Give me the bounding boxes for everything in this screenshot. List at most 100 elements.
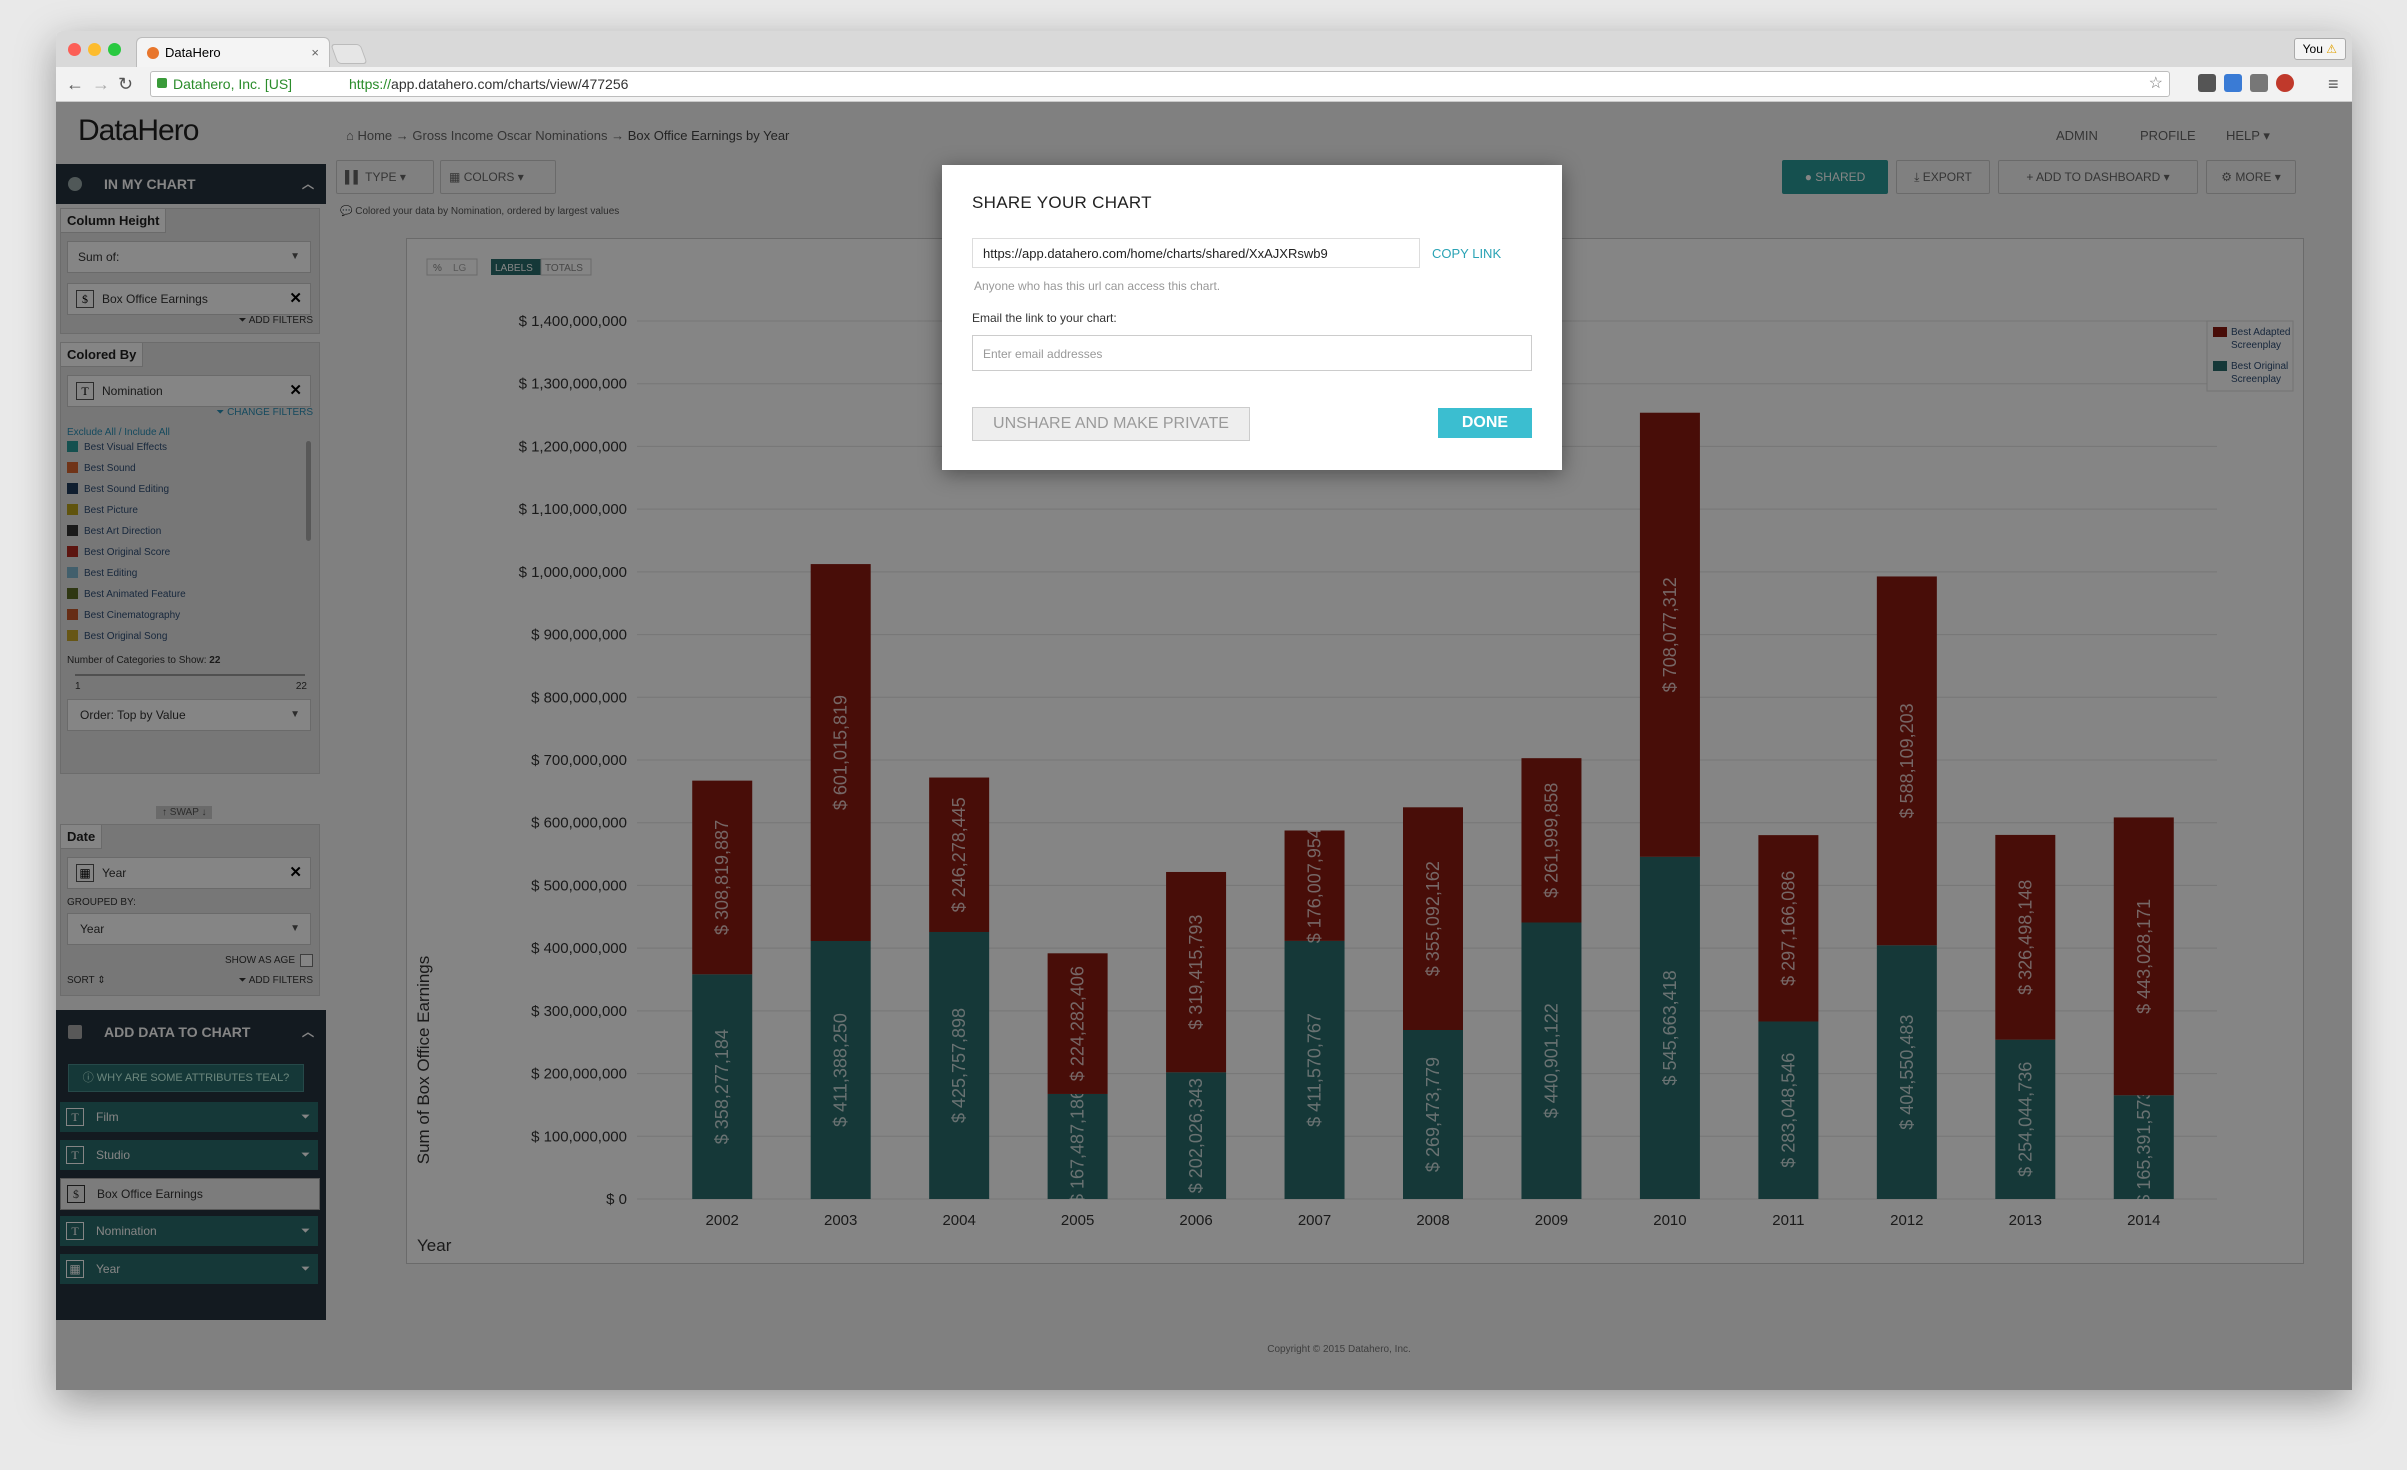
filter-icon[interactable]: ⏷ xyxy=(301,1111,310,1123)
bar-data-label: $ 167,487,186 xyxy=(1068,1089,1088,1204)
remove-icon[interactable]: ✕ xyxy=(289,290,302,307)
section-tab: Column Height xyxy=(61,209,167,233)
minimize-window-icon[interactable] xyxy=(88,43,101,56)
section-tab: Date xyxy=(61,825,103,849)
unshare-button[interactable]: UNSHARE AND MAKE PRIVATE xyxy=(972,407,1250,441)
export-button[interactable]: ⤓ EXPORT xyxy=(1896,160,1990,194)
nomination-filter-item[interactable]: Best Original Song xyxy=(67,630,167,642)
share-url-field[interactable]: https://app.datahero.com/home/charts/sha… xyxy=(972,238,1420,268)
sidebar: DataHero IN MY CHART ︿ Column Height Sum… xyxy=(56,102,326,1390)
back-icon[interactable]: ← xyxy=(66,74,84,94)
nomination-filter-item[interactable]: Best Picture xyxy=(67,504,138,516)
extension-icon[interactable] xyxy=(2250,74,2268,92)
nomination-filter-label: Best Visual Effects xyxy=(84,442,168,453)
nomination-filter-item[interactable]: Best Original Score xyxy=(67,546,170,558)
maximize-window-icon[interactable] xyxy=(108,43,121,56)
change-filters-link[interactable]: ⏷ CHANGE FILTERS xyxy=(216,407,313,418)
nomination-filter-item[interactable]: Best Art Direction xyxy=(67,525,161,537)
extension-icon[interactable] xyxy=(2276,74,2294,92)
nomination-filter-item[interactable]: Best Editing xyxy=(67,567,137,579)
nav-admin[interactable]: ADMIN xyxy=(2056,128,2098,143)
extension-icon[interactable] xyxy=(2198,74,2216,92)
copy-link-button[interactable]: COPY LINK xyxy=(1432,246,1502,261)
pct-label: % xyxy=(433,263,442,274)
new-tab-button[interactable] xyxy=(330,44,368,64)
section-tab: Colored By xyxy=(61,343,144,367)
close-window-icon[interactable] xyxy=(68,43,81,56)
nav-help[interactable]: HELP ▾ xyxy=(2226,128,2270,143)
filter-icon[interactable]: ⏷ xyxy=(301,1225,310,1237)
show-as-age-checkbox[interactable] xyxy=(300,954,313,967)
exclude-all-link[interactable]: Exclude All xyxy=(67,427,116,438)
done-button[interactable]: DONE xyxy=(1438,408,1532,438)
remove-icon[interactable]: ✕ xyxy=(289,864,302,881)
add-filters-link[interactable]: ⏷ ADD FILTERS xyxy=(238,975,313,986)
colors-button[interactable]: ▦ COLORS ▾ xyxy=(440,160,556,194)
reload-icon[interactable]: ↻ xyxy=(118,74,134,94)
download-icon: ⤓ xyxy=(1914,170,1920,184)
data-attribute-label: Film xyxy=(96,1110,119,1124)
collapse-icon[interactable]: ︿ xyxy=(301,1025,314,1039)
include-all-link[interactable]: Include All xyxy=(124,427,170,438)
aggregation-select[interactable]: Sum of: ▼ xyxy=(67,241,311,273)
data-attribute-item[interactable]: T Studio ⏷ xyxy=(60,1140,318,1170)
x-tick-label: 2002 xyxy=(706,1212,739,1229)
filter-icon[interactable]: ⏷ xyxy=(301,1149,310,1161)
order-select[interactable]: Order: Top by Value ▼ xyxy=(67,699,311,731)
add-to-dashboard-button[interactable]: + ADD TO DASHBOARD ▾ xyxy=(1998,160,2198,194)
nav-profile[interactable]: PROFILE xyxy=(2140,128,2196,143)
grouped-by-select[interactable]: Year ▼ xyxy=(67,913,311,945)
column-height-field[interactable]: $ Box Office Earnings ✕ xyxy=(67,283,311,315)
text-type-icon: T xyxy=(76,382,94,400)
url-input[interactable]: Datahero, Inc. [US] https://app.datahero… xyxy=(150,71,2170,97)
menu-icon[interactable]: ≡ xyxy=(2328,74,2339,94)
colored-by-field[interactable]: T Nomination ✕ xyxy=(67,375,311,407)
data-attribute-item[interactable]: $ Box Office Earnings xyxy=(60,1178,320,1210)
nomination-filter-item[interactable]: Best Cinematography xyxy=(67,609,180,621)
close-tab-icon[interactable]: × xyxy=(311,45,319,60)
email-input[interactable]: Enter email addresses xyxy=(972,335,1532,371)
x-tick-label: 2009 xyxy=(1535,1212,1568,1229)
categories-slider[interactable] xyxy=(75,674,305,676)
more-button[interactable]: ⚙ MORE ▾ xyxy=(2206,160,2296,194)
gear-icon: ⚙ xyxy=(2221,170,2233,184)
bar-segment xyxy=(1166,871,1227,1073)
remove-icon[interactable]: ✕ xyxy=(289,382,302,399)
nomination-filter-item[interactable]: Best Visual Effects xyxy=(67,441,167,453)
y-tick-label: $ 600,000,000 xyxy=(531,815,627,832)
scrollbar[interactable] xyxy=(306,441,311,541)
collapse-icon[interactable]: ︿ xyxy=(301,177,314,191)
date-section: Date ▦ Year ✕ GROUPED BY: Year ▼ SHOW AS … xyxy=(60,824,320,996)
nomination-filter-label: Best Sound xyxy=(84,463,136,474)
nomination-filter-item[interactable]: Best Sound Editing xyxy=(67,483,169,495)
data-attribute-item[interactable]: T Film ⏷ xyxy=(60,1102,318,1132)
color-swatch xyxy=(67,462,78,473)
swap-button[interactable]: ↑ SWAP ↓ xyxy=(156,806,213,819)
colored-by-section: Colored By T Nomination ✕ ⏷ CHANGE FILTE… xyxy=(60,342,320,774)
browser-tab[interactable]: DataHero × xyxy=(136,37,330,68)
date-field[interactable]: ▦ Year ✕ xyxy=(67,857,311,889)
breadcrumb-parent[interactable]: Gross Income Oscar Nominations xyxy=(412,128,608,143)
data-attribute-item[interactable]: ▦ Year ⏷ xyxy=(60,1254,318,1284)
type-button[interactable]: ▌▌ TYPE ▾ xyxy=(336,160,434,194)
y-tick-label: $ 1,200,000,000 xyxy=(519,438,627,455)
logo[interactable]: DataHero xyxy=(78,114,199,147)
shared-button[interactable]: ● SHARED xyxy=(1782,160,1888,194)
profile-button[interactable]: You ⚠ xyxy=(2293,38,2346,60)
why-teal-button[interactable]: ⓘ WHY ARE SOME ATTRIBUTES TEAL? xyxy=(68,1064,304,1092)
bookmark-star-icon[interactable]: ☆ xyxy=(2148,75,2163,92)
add-data-header[interactable]: ADD DATA TO CHART ︿ xyxy=(56,1010,326,1054)
bar-data-label: $ 708,077,312 xyxy=(1660,577,1680,692)
legend-swatch xyxy=(2213,361,2227,371)
breadcrumb-home[interactable]: Home xyxy=(357,128,393,143)
data-attribute-item[interactable]: T Nomination ⏷ xyxy=(60,1216,318,1246)
extension-icon[interactable] xyxy=(2224,74,2242,92)
in-my-chart-header[interactable]: IN MY CHART ︿ xyxy=(56,164,326,204)
filter-icon[interactable]: ⏷ xyxy=(301,1263,310,1275)
bar-data-label: $ 588,109,203 xyxy=(1897,703,1917,818)
sort-button[interactable]: SORT ⇕ xyxy=(67,975,106,986)
forward-icon[interactable]: → xyxy=(92,74,110,94)
nomination-filter-item[interactable]: Best Sound xyxy=(67,462,136,474)
nomination-filter-item[interactable]: Best Animated Feature xyxy=(67,588,186,600)
add-filters-link[interactable]: ⏷ ADD FILTERS xyxy=(238,315,313,326)
